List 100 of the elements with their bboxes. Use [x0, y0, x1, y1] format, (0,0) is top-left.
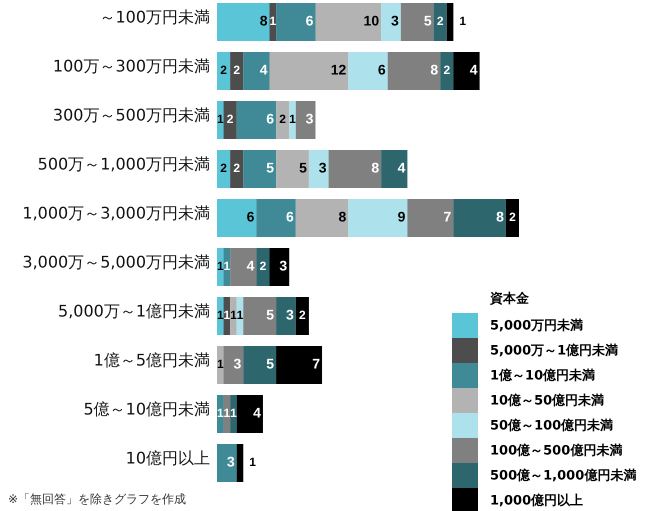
y-tick-label: 500万～1,000万円未満 — [38, 154, 210, 174]
data-label: 1 — [216, 308, 224, 322]
bar — [506, 199, 519, 237]
data-label: 6 — [246, 208, 255, 225]
bar — [381, 150, 408, 188]
bar — [224, 101, 237, 139]
bar — [296, 297, 309, 335]
bar — [315, 3, 382, 41]
data-label: 3 — [226, 454, 235, 470]
data-label: 9 — [398, 208, 406, 225]
data-label: 6 — [266, 110, 274, 127]
data-label: 3 — [279, 258, 288, 274]
data-label: 2 — [443, 63, 450, 78]
bar — [236, 444, 244, 482]
data-label: 6 — [286, 208, 294, 225]
data-label: 2 — [220, 63, 228, 78]
data-label: 10 — [364, 12, 380, 29]
data-label: 8 — [430, 62, 438, 78]
legend-label: 5,000万～1億円未満 — [490, 342, 618, 359]
data-label: 3 — [306, 110, 314, 127]
data-label: 1 — [230, 308, 238, 322]
y-tick-label: 1億～5億円未満 — [94, 350, 210, 370]
legend-label: 100億～500億円未満 — [490, 442, 622, 459]
data-label: 8 — [338, 208, 347, 225]
data-label: 8 — [371, 160, 380, 176]
bar — [217, 150, 230, 188]
data-label: 2 — [509, 210, 516, 224]
data-label: 2 — [226, 112, 234, 126]
legend-label: 500億～1,000億円未満 — [490, 468, 636, 484]
bar — [243, 297, 276, 335]
bar — [453, 52, 480, 90]
data-label: 5 — [266, 356, 274, 372]
legend-title: 資本金 — [489, 292, 530, 307]
bar — [434, 3, 447, 41]
bar — [217, 3, 270, 41]
data-label: 8 — [260, 12, 268, 29]
data-label: 1 — [216, 112, 224, 126]
data-label: 1 — [269, 14, 276, 28]
data-label: 4 — [398, 160, 406, 176]
bar — [224, 346, 244, 384]
legend-label: 50億～100億円未満 — [490, 418, 614, 434]
bar — [236, 101, 276, 139]
bar — [446, 3, 454, 41]
bar — [276, 101, 290, 139]
bar — [243, 52, 270, 90]
y-tick-label: 1,000万～3,000万円未満 — [22, 203, 210, 222]
data-label: 2 — [233, 161, 240, 176]
data-label: 5 — [424, 12, 432, 29]
data-label: 3 — [233, 356, 242, 372]
data-label: 1 — [216, 357, 224, 372]
legend-label: 5,000万円未満 — [490, 318, 584, 334]
bar — [217, 52, 230, 90]
y-tick-label: 5,000万～1億円未満 — [58, 301, 210, 320]
data-label: 4 — [470, 62, 478, 78]
data-label: 7 — [312, 356, 320, 372]
bar — [328, 150, 382, 188]
bar — [381, 3, 401, 41]
y-tick-label: 5億～10億円未満 — [83, 399, 210, 418]
data-label: 3 — [286, 306, 294, 323]
bar — [348, 199, 408, 237]
bar — [217, 199, 256, 237]
bar — [217, 444, 237, 482]
bar — [348, 52, 388, 90]
data-label: 1 — [459, 14, 466, 28]
data-label: 4 — [260, 62, 268, 78]
text: ※「無回答」を除きグラフを作成 — [8, 492, 186, 506]
data-label: 3 — [391, 12, 400, 29]
data-label: 2 — [233, 63, 240, 78]
data-label: 6 — [378, 62, 386, 78]
y-tick-label: 3,000万～5,000万円未満 — [22, 252, 210, 272]
data-label: 8 — [496, 208, 504, 225]
y-tick-label: ～100万円未満 — [99, 7, 210, 26]
legend-label: 1,000億円以上 — [490, 492, 584, 509]
bar — [256, 248, 270, 286]
bar — [230, 52, 244, 90]
bar — [388, 52, 440, 90]
data-label: 2 — [299, 308, 306, 322]
data-label: 2 — [220, 161, 228, 176]
bar — [407, 199, 454, 237]
data-label: 1 — [224, 406, 231, 420]
data-label: 12 — [330, 62, 347, 78]
data-label: 5 — [266, 160, 274, 176]
data-label: 2 — [279, 112, 286, 126]
bar — [230, 150, 244, 188]
data-label: 1 — [236, 308, 244, 322]
bar — [230, 248, 256, 286]
bar — [256, 199, 296, 237]
legend-label: 10億～50億円未満 — [490, 392, 604, 409]
bar — [276, 3, 316, 41]
bar — [270, 248, 290, 286]
y-tick-label: 10億円以上 — [126, 448, 210, 468]
data-label: 2 — [436, 14, 444, 28]
y-tick-label: 100万～300万円未満 — [52, 56, 210, 76]
data-label: 4 — [253, 404, 262, 421]
bar — [236, 395, 263, 433]
data-label: 1 — [224, 308, 231, 322]
bar — [243, 150, 276, 188]
bar — [296, 101, 316, 139]
bar — [276, 346, 322, 384]
bar — [308, 150, 329, 188]
